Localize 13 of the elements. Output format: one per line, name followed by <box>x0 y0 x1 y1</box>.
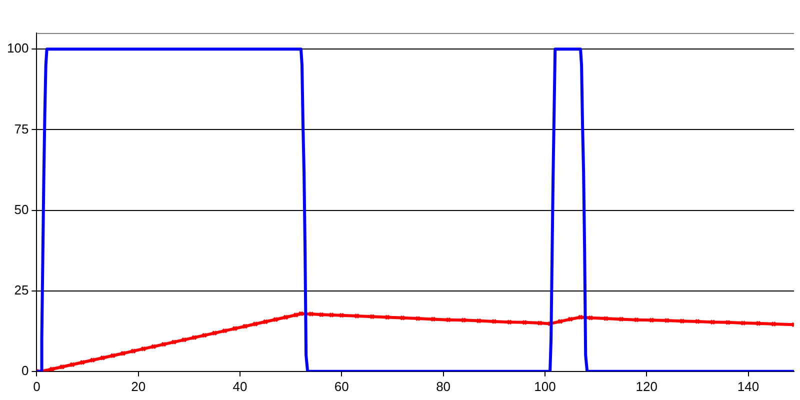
y-tick-label: 0 <box>21 362 29 378</box>
x-tick-label: 60 <box>334 378 349 394</box>
x-tick-label: 0 <box>33 378 40 394</box>
x-tick-label: 120 <box>636 378 658 394</box>
x-tick-label: 80 <box>436 378 451 394</box>
x-tick-label: 100 <box>534 378 556 394</box>
y-tick-label: 50 <box>14 202 29 217</box>
y-tick-label: 75 <box>14 121 29 136</box>
x-tick-label: 140 <box>737 378 760 394</box>
x-tick-label: 40 <box>232 378 248 394</box>
y-tick-label: 100 <box>6 40 29 56</box>
y-tick-label: 25 <box>14 282 29 298</box>
x-tick-label: 20 <box>131 378 146 394</box>
